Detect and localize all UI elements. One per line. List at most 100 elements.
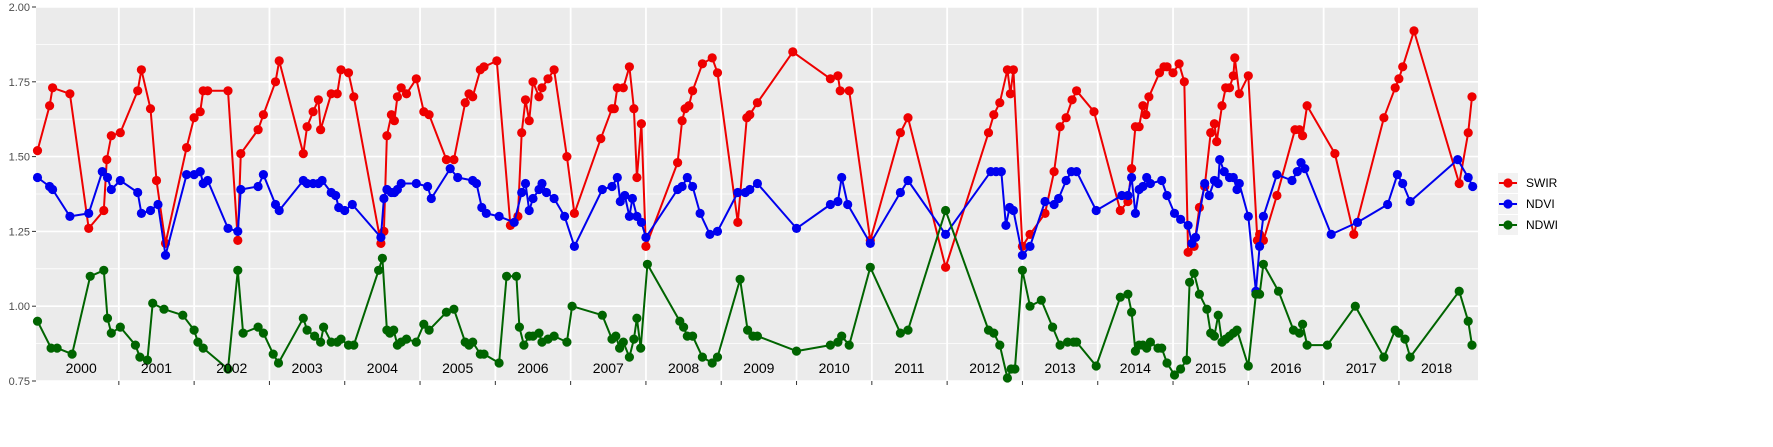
data-point-ndvi (1272, 170, 1282, 180)
data-point-swir (336, 65, 346, 75)
data-point-ndwi (142, 355, 152, 365)
data-point-ndvi (426, 193, 436, 204)
data-point-swir (492, 56, 502, 66)
data-point-ndvi (233, 226, 243, 236)
data-point-ndwi (1157, 343, 1167, 353)
data-point-ndvi (1228, 172, 1238, 183)
data-point-ndvi (677, 181, 687, 192)
data-point-ndwi (67, 349, 77, 359)
data-point-swir (468, 92, 478, 102)
data-point-ndvi (1292, 167, 1302, 177)
data-point-ndwi (629, 334, 639, 344)
data-point-ndwi (336, 334, 346, 344)
data-point-ndvi (1072, 167, 1082, 177)
data-point-swir (549, 65, 559, 75)
data-point-ndwi (1162, 358, 1172, 368)
data-point-swir (673, 158, 683, 168)
year-label: 2014 (1120, 360, 1151, 376)
data-point-ndvi (1258, 211, 1268, 221)
data-point-ndvi (1287, 175, 1297, 186)
data-point-swir (1330, 149, 1340, 159)
data-point-ndvi (423, 181, 433, 192)
year-label: 2003 (292, 360, 323, 376)
data-point-ndvi (494, 211, 504, 221)
data-point-ndwi (688, 331, 698, 341)
data-point-ndwi (106, 328, 116, 338)
data-point-swir (844, 86, 854, 96)
data-point-swir (1224, 83, 1235, 93)
year-label: 2015 (1195, 360, 1226, 376)
data-point-ndvi (347, 199, 357, 210)
data-point-swir (102, 155, 112, 165)
data-point-ndwi (1010, 364, 1020, 374)
data-point-ndvi (160, 250, 171, 260)
data-point-swir (424, 110, 434, 120)
data-point-swir (48, 83, 58, 93)
data-point-swir (1243, 71, 1253, 81)
data-point-ndwi (712, 352, 723, 362)
data-point-ndwi (302, 325, 312, 335)
data-point-ndvi (1255, 241, 1265, 251)
y-tick-label: 2.00 (9, 2, 30, 14)
legend-label-swir: SWIR (1526, 176, 1558, 190)
data-point-swir (136, 65, 146, 75)
data-point-ndvi (682, 172, 692, 183)
data-point-swir (1302, 101, 1312, 111)
data-point-swir (115, 128, 125, 138)
data-point-ndvi (1054, 193, 1064, 204)
data-point-swir (677, 116, 687, 126)
data-point-ndwi (1127, 307, 1137, 317)
data-point-swir (534, 92, 544, 102)
data-point-ndvi (1326, 229, 1336, 239)
legend-label-ndvi: NDVI (1526, 197, 1555, 211)
data-point-ndvi (153, 199, 163, 210)
year-label: 2006 (517, 360, 548, 376)
data-point-ndwi (1294, 328, 1305, 338)
data-point-ndwi (115, 322, 125, 332)
axes: 0.75 1.00 1.25 1.50 1.75 2.00 (9, 2, 1400, 388)
data-point-swir (233, 235, 243, 245)
data-point-swir (1379, 113, 1389, 123)
data-point-swir (629, 104, 639, 114)
data-point-ndvi (340, 205, 350, 216)
data-point-swir (835, 86, 845, 96)
data-point-ndvi (1061, 175, 1071, 186)
data-point-swir (343, 68, 354, 78)
data-point-ndvi (1130, 208, 1140, 218)
data-point-ndwi (1400, 334, 1410, 344)
data-point-ndwi (1182, 355, 1192, 365)
data-point-ndvi (843, 199, 853, 210)
legend-label-ndwi: NDWI (1526, 218, 1558, 232)
data-point-swir (1174, 59, 1184, 69)
data-point-swir (1230, 53, 1240, 63)
data-point-ndwi (1194, 289, 1204, 299)
legend-key-point (1503, 220, 1513, 230)
data-point-ndwi (258, 328, 268, 338)
data-point-ndvi (1145, 178, 1155, 189)
data-point-swir (989, 110, 999, 120)
data-point-swir (392, 92, 402, 102)
data-point-ndvi (1127, 172, 1137, 183)
data-point-swir (1072, 86, 1082, 96)
data-point-ndvi (1219, 167, 1229, 177)
data-point-ndwi (1454, 286, 1464, 296)
data-point-swir (707, 53, 717, 63)
legend-key-point (1503, 178, 1513, 188)
data-point-ndvi (84, 208, 94, 218)
data-point-ndwi (597, 310, 607, 320)
data-point-ndvi (636, 217, 647, 227)
data-point-swir (389, 116, 399, 126)
data-point-ndwi (895, 328, 906, 338)
data-point-swir (733, 217, 743, 227)
data-point-ndwi (349, 340, 359, 350)
data-point-swir (1061, 113, 1071, 123)
data-point-ndwi (549, 331, 559, 341)
data-point-swir (609, 104, 619, 114)
data-point-ndvi (1040, 196, 1050, 207)
y-tick-label: 1.00 (9, 301, 30, 313)
data-point-ndwi (1209, 331, 1219, 341)
data-point-swir (983, 128, 994, 138)
data-point-swir (106, 131, 116, 141)
data-point-swir (460, 98, 470, 108)
